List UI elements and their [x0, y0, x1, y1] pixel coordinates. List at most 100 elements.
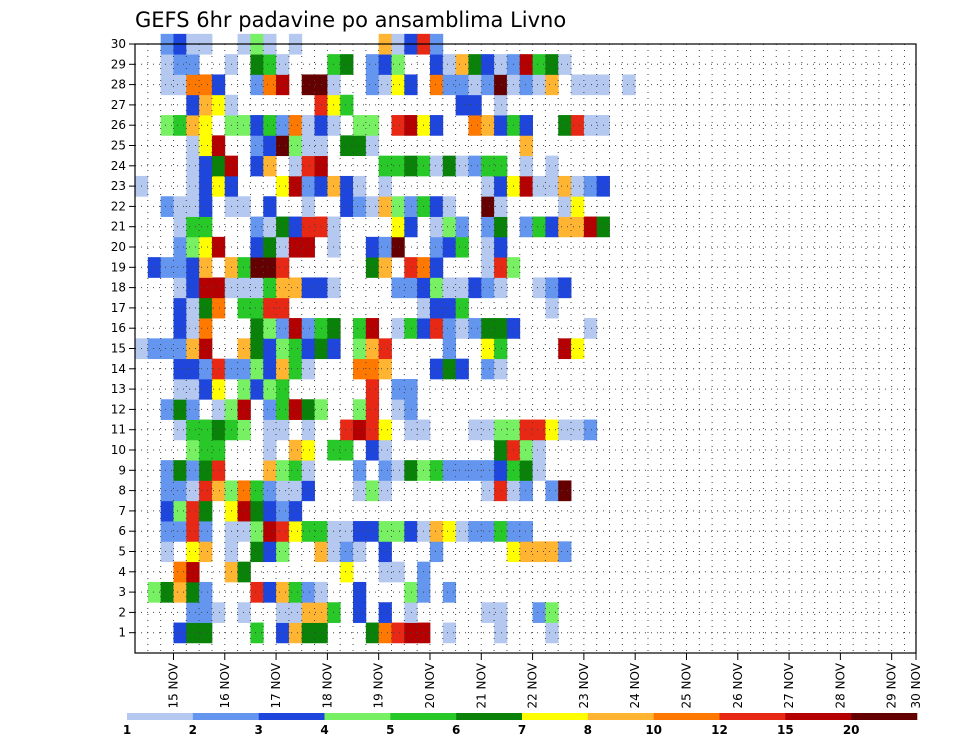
heatmap-cell [481, 338, 495, 360]
heatmap-cell [468, 54, 482, 75]
y-tick-label: 30 [111, 37, 126, 51]
heatmap-cell [199, 94, 213, 116]
heatmap-cell [211, 135, 226, 157]
heatmap-cell [404, 277, 418, 299]
heatmap-cell [545, 541, 559, 563]
heatmap-cell [545, 155, 559, 177]
colorbar-swatch [127, 713, 194, 720]
heatmap-cell [442, 54, 457, 75]
heatmap-cell [276, 500, 290, 522]
heatmap-cell [481, 358, 495, 380]
heatmap-cell [429, 115, 444, 136]
heatmap-cell [545, 54, 559, 75]
heatmap-cell [263, 500, 277, 522]
heatmap-cell [340, 196, 354, 217]
heatmap-cell [404, 318, 418, 339]
heatmap-cell [404, 622, 418, 644]
heatmap-cell [263, 521, 277, 542]
heatmap-cell [583, 419, 598, 441]
heatmap-cell [583, 318, 598, 339]
y-tick-label: 20 [111, 240, 126, 254]
heatmap-cell [211, 358, 226, 380]
heatmap-cell [263, 358, 277, 380]
colorbar-label: 5 [386, 723, 394, 737]
heatmap-cell [558, 196, 572, 217]
x-tick-label: 25 NOV [679, 662, 693, 708]
heatmap-cell [186, 358, 200, 380]
heatmap-cell [199, 480, 213, 502]
heatmap-cell [173, 216, 187, 238]
heatmap-cell [186, 439, 200, 461]
heatmap-cell [173, 581, 187, 603]
heatmap-cell [263, 419, 277, 441]
heatmap-cell [173, 419, 187, 441]
heatmap-cell [481, 115, 495, 136]
heatmap-cell [378, 602, 392, 623]
heatmap-cell [160, 196, 174, 217]
heatmap-cell [481, 155, 495, 177]
heatmap-cell [173, 358, 187, 380]
colorbar-label: 8 [584, 723, 592, 737]
heatmap-cell [199, 460, 213, 481]
heatmap-cell [237, 277, 251, 299]
heatmap-cell [481, 602, 495, 623]
heatmap-cell [301, 277, 315, 299]
heatmap-cell [211, 94, 226, 116]
heatmap-cell [173, 54, 187, 75]
heatmap-cell [545, 297, 559, 319]
heatmap-cell [429, 196, 444, 217]
y-tick-label: 15 [111, 342, 126, 356]
heatmap-cell [250, 500, 264, 522]
heatmap-cell [263, 216, 277, 238]
colorbar-label: 12 [711, 723, 728, 737]
heatmap-cell [353, 521, 367, 542]
heatmap-cell [186, 581, 200, 603]
heatmap-cell [468, 521, 482, 542]
heatmap-cell [263, 155, 277, 177]
heatmap-cell [276, 277, 290, 299]
heatmap-cell [173, 257, 187, 278]
heatmap-cell [519, 460, 533, 481]
heatmap-cell [263, 338, 277, 360]
heatmap-cell [378, 541, 392, 563]
heatmap-cell [429, 460, 444, 481]
heatmap-cell [211, 419, 226, 441]
heatmap-cell [237, 480, 251, 502]
colorbar-swatch [653, 713, 720, 720]
heatmap-cell [186, 419, 200, 441]
heatmap-cell [455, 236, 469, 258]
heatmap-cell [301, 338, 315, 360]
heatmap-cell [186, 460, 200, 481]
heatmap-cell [147, 257, 162, 278]
x-tick-label: 23 NOV [577, 662, 591, 708]
heatmap-cell [276, 399, 290, 420]
heatmap-cell [532, 277, 546, 299]
y-tick-label: 1 [118, 626, 126, 640]
heatmap-cell [468, 318, 482, 339]
y-tick-label: 7 [118, 504, 126, 518]
heatmap-cell [301, 175, 315, 197]
heatmap-cell [532, 541, 546, 563]
heatmap-cell [301, 460, 315, 481]
heatmap-cell [391, 54, 405, 75]
heatmap-cell [250, 480, 264, 502]
heatmap-cell [532, 439, 546, 461]
heatmap-cell [455, 277, 469, 299]
heatmap-cell [173, 277, 187, 299]
heatmap-cell [340, 521, 354, 542]
heatmap-cell [288, 460, 303, 481]
heatmap-cell [481, 175, 495, 197]
heatmap-cell [494, 74, 508, 96]
heatmap-cell [429, 358, 444, 380]
heatmap-cell [558, 419, 572, 441]
heatmap-cell [378, 480, 392, 502]
heatmap-cell [237, 521, 251, 542]
heatmap-cell [237, 602, 251, 623]
colorbar-swatch [192, 713, 259, 720]
heatmap-cell [199, 115, 213, 136]
heatmap-cell [301, 439, 315, 461]
heatmap-cell [391, 277, 405, 299]
heatmap-cell [365, 318, 380, 339]
heatmap-cell [378, 74, 392, 96]
heatmap-cell [250, 581, 264, 603]
